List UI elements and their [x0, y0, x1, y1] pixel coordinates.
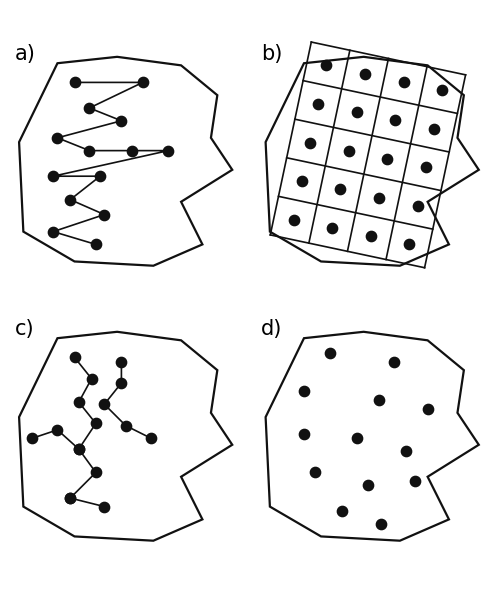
Point — [92, 468, 100, 477]
Point — [70, 78, 78, 87]
Point — [100, 502, 108, 511]
Point — [88, 374, 96, 383]
Point — [128, 146, 136, 155]
Text: a): a) — [15, 44, 36, 64]
Point — [96, 171, 104, 181]
Point — [70, 353, 78, 362]
Point — [411, 477, 419, 486]
Point — [383, 154, 391, 164]
Point — [28, 434, 36, 443]
Point — [100, 210, 108, 219]
Point — [406, 240, 413, 249]
Point — [364, 481, 372, 490]
Point — [336, 184, 344, 194]
Point — [290, 215, 298, 224]
Point — [49, 171, 57, 181]
Text: d): d) — [262, 319, 282, 339]
Point — [326, 349, 334, 358]
Point — [118, 378, 126, 388]
Point — [414, 201, 422, 210]
Point — [92, 240, 100, 249]
Point — [322, 61, 330, 70]
Point — [54, 425, 62, 435]
Point — [375, 193, 383, 202]
Point — [138, 78, 146, 87]
Point — [118, 357, 126, 366]
Point — [118, 116, 126, 125]
Point — [75, 398, 83, 407]
Point — [86, 103, 94, 112]
Point — [92, 419, 100, 428]
Point — [438, 85, 446, 95]
Point — [86, 146, 94, 155]
Point — [361, 69, 369, 78]
Point — [314, 100, 322, 109]
Point — [422, 163, 430, 172]
Point — [354, 434, 362, 443]
Point — [66, 195, 74, 204]
Point — [306, 138, 314, 147]
Point — [376, 519, 384, 528]
Point — [300, 387, 308, 396]
Point — [54, 133, 62, 143]
Point — [430, 124, 438, 133]
Point — [122, 421, 130, 431]
Point — [367, 231, 375, 241]
Point — [402, 446, 410, 456]
Point — [374, 395, 382, 405]
Point — [66, 494, 74, 503]
Point — [300, 429, 308, 439]
Point — [400, 77, 407, 87]
Point — [424, 404, 432, 413]
Point — [310, 468, 318, 477]
Point — [49, 227, 57, 236]
Point — [164, 146, 172, 155]
Point — [100, 399, 108, 409]
Point — [75, 444, 83, 454]
Point — [66, 494, 74, 503]
Point — [298, 177, 306, 186]
Point — [147, 434, 155, 443]
Point — [353, 108, 361, 117]
Point — [338, 506, 346, 515]
Point — [344, 146, 352, 155]
Point — [390, 357, 398, 366]
Point — [328, 223, 336, 233]
Text: c): c) — [15, 319, 34, 339]
Point — [392, 115, 400, 125]
Point — [75, 444, 83, 454]
Text: b): b) — [262, 44, 282, 64]
